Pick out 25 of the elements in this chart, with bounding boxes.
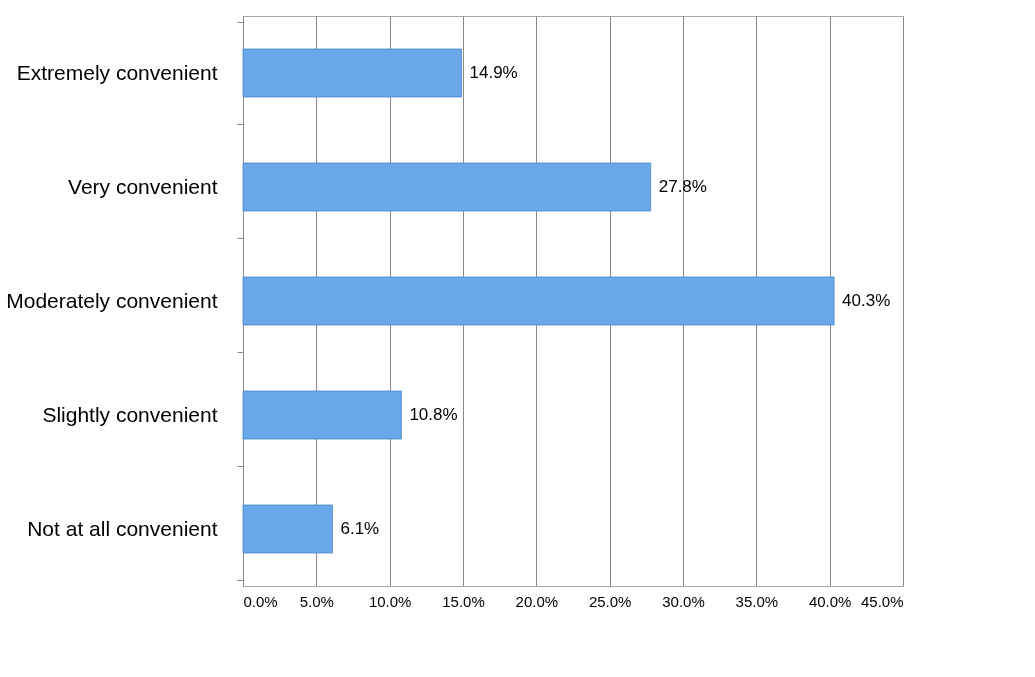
data-label: 40.3% [842, 291, 891, 310]
bar [242, 162, 652, 212]
x-tick-label: 40.0% [808, 592, 852, 610]
bar [242, 504, 333, 554]
x-tick-label: 45.0% [860, 592, 904, 610]
y-tick-label: Not at all convenient [27, 516, 218, 540]
bar [242, 276, 835, 326]
bar [242, 48, 462, 98]
x-tick-label: 25.0% [588, 592, 632, 610]
data-label: 10.8% [409, 405, 458, 424]
y-tick-label: Slightly convenient [42, 402, 218, 426]
data-label: 14.9% [469, 63, 518, 82]
y-tick-label: Extremely convenient [16, 60, 218, 84]
x-tick-label: 30.0% [662, 592, 705, 610]
x-tick-label: 20.0% [515, 592, 559, 610]
x-tick-label: 15.0% [442, 592, 485, 610]
x-tick-label: 35.0% [735, 592, 779, 610]
data-label: 27.8% [658, 177, 707, 196]
data-label: 6.1% [340, 519, 380, 538]
x-tick-label: 0.0% [243, 592, 278, 610]
x-tick-label: 5.0% [299, 592, 334, 610]
x-tick-label: 10.0% [368, 592, 412, 610]
bar [242, 390, 402, 440]
y-tick-label: Moderately convenient [6, 288, 218, 312]
y-tick-label: Very convenient [68, 174, 218, 198]
